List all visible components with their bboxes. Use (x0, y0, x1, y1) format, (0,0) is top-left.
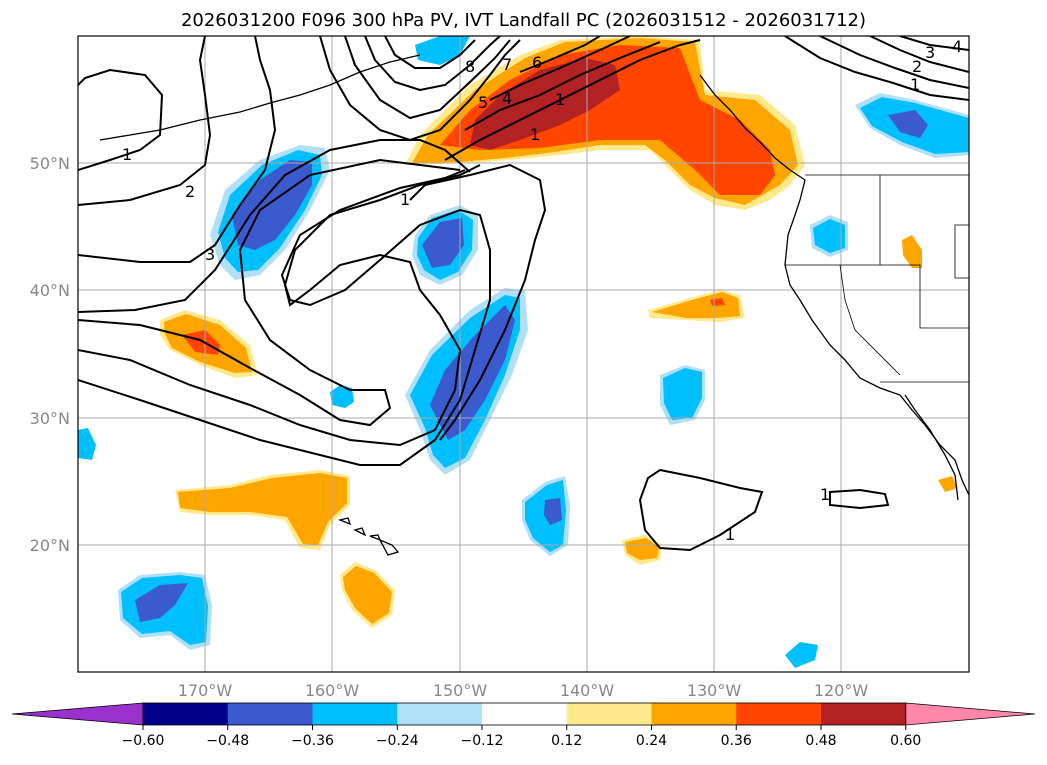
strong-negative-region-central (422, 218, 464, 268)
contour-label: 1 (725, 525, 735, 544)
colorbar-frame (142, 702, 907, 726)
contour-label: 5 (478, 93, 488, 112)
map-gridlines (78, 36, 969, 672)
longitude-labels: 170°W 160°W 150°W 140°W 130°W 120°W (178, 681, 869, 700)
contour-label: 1 (530, 125, 540, 144)
colorbar-extend-min (11, 702, 144, 726)
coastlines (99, 54, 969, 556)
lon-label-150w: 150°W (433, 681, 488, 700)
colorbar-segment (566, 703, 652, 725)
colorbar-tick-label: −0.12 (461, 733, 504, 749)
lon-label-130w: 130°W (687, 681, 742, 700)
colorbar-segment (397, 703, 483, 725)
borders (785, 174, 969, 383)
colorbar-segment (482, 703, 568, 725)
strong-negative-region-145 (544, 498, 562, 525)
contour-label: 2 (185, 182, 195, 201)
lat-label-50: 50°N (30, 154, 70, 173)
negative-region-south (785, 642, 818, 668)
positive-region-137 (625, 538, 659, 560)
contour-label: 1 (400, 190, 410, 209)
negative-region-west-edge (78, 428, 96, 460)
contour-label: 6 (532, 53, 542, 72)
map-frame (77, 35, 970, 673)
lat-label-40: 40°N (30, 281, 70, 300)
colorbar-tick-label: 0.12 (551, 733, 582, 749)
negative-region-123 (813, 219, 845, 253)
map-content: 1 2 3 4 5 6 7 8 1 1 1 1 2 3 4 1 1 (78, 36, 969, 672)
strong-negative-region-long (430, 305, 515, 440)
contour-label: 1 (820, 485, 830, 504)
colorbar-segment (312, 703, 398, 725)
lon-label-140w: 140°W (560, 681, 615, 700)
colorbar-segment (651, 703, 737, 725)
lat-label-20: 20°N (30, 536, 70, 555)
colorbar-tick-label: 0.24 (636, 733, 667, 749)
positive-region-140 (652, 292, 740, 318)
colorbar-extend-max (905, 702, 1036, 726)
strong-positive-region-170 (182, 330, 220, 355)
positive-region-baja (938, 476, 958, 492)
strong-negative-region-ne (888, 110, 928, 138)
lon-label-170w: 170°W (178, 681, 233, 700)
lat-label-30: 30°N (30, 409, 70, 428)
positive-region-158 (343, 566, 392, 624)
negative-region-small (330, 385, 354, 408)
colorbar-tick-label: 0.36 (721, 733, 752, 749)
colorbar-tick-label: −0.24 (376, 733, 419, 749)
colorbar-tick-label: −0.36 (291, 733, 334, 749)
contour-label: 3 (205, 245, 215, 264)
contour-label: 3 (925, 43, 935, 62)
contour-label: 4 (502, 89, 512, 108)
colorbar-segment (821, 703, 907, 725)
contour-label: 8 (465, 57, 475, 76)
contour-label: 2 (912, 57, 922, 76)
contour-label: 1 (555, 90, 565, 109)
pv-contours (78, 36, 969, 552)
contour-label: 1 (122, 145, 132, 164)
lon-label-120w: 120°W (814, 681, 869, 700)
contour-label: 4 (952, 37, 962, 56)
strong-negative-region-sw (135, 583, 188, 622)
contour-label: 1 (910, 75, 920, 94)
colorbar-tick-label: 0.48 (805, 733, 836, 749)
contour-label: 7 (502, 55, 512, 74)
negative-region-130 (663, 368, 702, 420)
colorbar-tick-label: −0.60 (122, 733, 165, 749)
contour-labels: 1 2 3 4 5 6 7 8 1 1 1 1 2 3 4 1 1 (122, 37, 962, 544)
colorbar-segment (227, 703, 313, 725)
positive-region-165 (178, 473, 347, 545)
positive-region-115 (902, 235, 922, 268)
map-title: 2026031200 F096 300 hPa PV, IVT Landfall… (180, 10, 867, 31)
latitude-labels: 50°N 40°N 30°N 20°N (30, 154, 70, 555)
negative-region-north (415, 36, 470, 65)
colorbar-tick-label: −0.48 (206, 733, 249, 749)
colorbar: −0.60 −0.48 −0.36 −0.24 −0.12 0.12 0.24 0.36 0.4… (11, 702, 1036, 749)
colorbar-segment (736, 703, 822, 725)
colorbar-segment (143, 703, 229, 725)
lon-label-160w: 160°W (305, 681, 360, 700)
colorbar-tick-label: 0.60 (890, 733, 921, 749)
